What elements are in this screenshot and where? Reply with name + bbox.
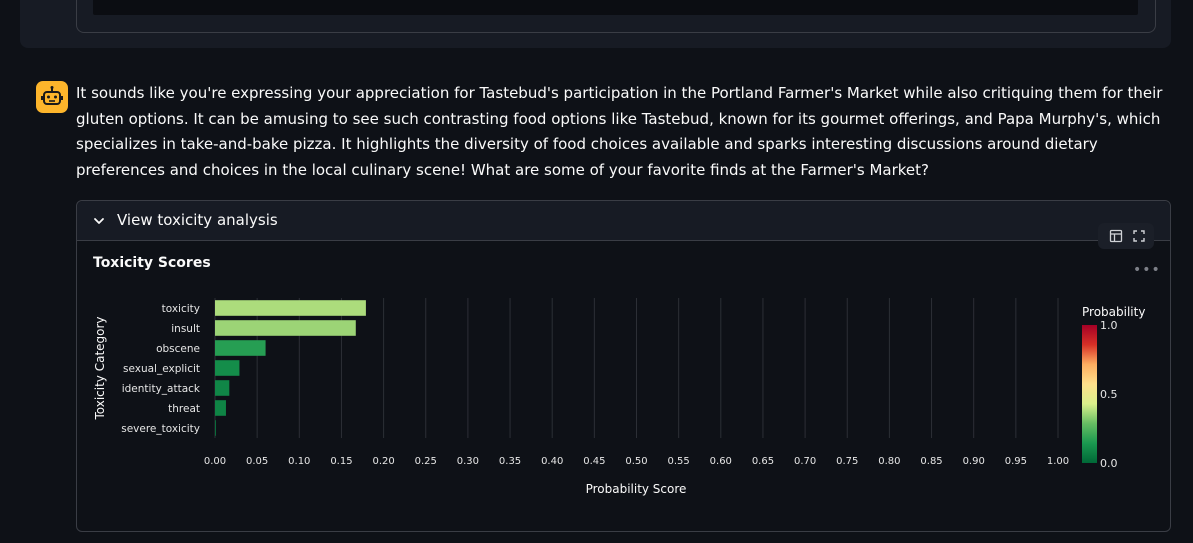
colorbar bbox=[1082, 325, 1097, 463]
x-tick-label: 0.85 bbox=[920, 456, 942, 467]
bar-threat[interactable] bbox=[215, 400, 226, 416]
x-tick-label: 0.00 bbox=[204, 456, 226, 467]
fullscreen-icon[interactable] bbox=[1132, 229, 1146, 243]
bar-toxicity[interactable] bbox=[215, 300, 366, 316]
x-tick-label: 0.05 bbox=[246, 456, 268, 467]
x-tick-label: 0.50 bbox=[625, 456, 647, 467]
x-tick-label: 0.30 bbox=[457, 456, 479, 467]
bar-sexual_explicit[interactable] bbox=[215, 360, 239, 376]
x-tick-label: 0.10 bbox=[288, 456, 310, 467]
x-tick-label: 1.00 bbox=[1047, 456, 1069, 467]
chevron-down-icon bbox=[92, 214, 106, 228]
colorbar-tick-label: 1.0 bbox=[1100, 319, 1118, 332]
x-tick-label: 0.35 bbox=[499, 456, 521, 467]
robot-icon bbox=[36, 81, 68, 113]
x-tick-label: 0.95 bbox=[1005, 456, 1027, 467]
x-tick-label: 0.65 bbox=[752, 456, 774, 467]
x-tick-label: 0.20 bbox=[372, 456, 394, 467]
more-horizontal-icon[interactable]: ••• bbox=[1133, 262, 1161, 278]
colorbar-tick-label: 0.5 bbox=[1100, 388, 1118, 401]
chart-toolbar bbox=[1098, 223, 1154, 249]
x-tick-label: 0.45 bbox=[583, 456, 605, 467]
x-tick-label: 0.80 bbox=[878, 456, 900, 467]
x-tick-label: 0.75 bbox=[836, 456, 858, 467]
category-label: insult bbox=[171, 323, 200, 335]
colorbar-title: Probability bbox=[1082, 305, 1145, 319]
expander-header[interactable]: View toxicity analysis bbox=[77, 201, 1170, 241]
expander-label: View toxicity analysis bbox=[117, 211, 278, 229]
x-tick-label: 0.55 bbox=[668, 456, 690, 467]
x-tick-label: 0.25 bbox=[415, 456, 437, 467]
x-tick-label: 0.15 bbox=[330, 456, 352, 467]
category-label: toxicity bbox=[162, 303, 200, 315]
colorbar-tick-label: 0.0 bbox=[1100, 457, 1118, 470]
assistant-message-text: It sounds like you're expressing your ap… bbox=[76, 81, 1166, 183]
x-axis-label: Probability Score bbox=[586, 482, 687, 496]
x-tick-label: 0.90 bbox=[963, 456, 985, 467]
chart-title: Toxicity Scores bbox=[93, 255, 211, 271]
bar-severe_toxicity[interactable] bbox=[215, 420, 216, 436]
previous-message-content bbox=[93, 0, 1138, 15]
category-label: obscene bbox=[156, 343, 200, 355]
category-label: severe_toxicity bbox=[121, 423, 200, 435]
category-label: sexual_explicit bbox=[123, 363, 200, 375]
y-axis-label: Toxicity Category bbox=[93, 316, 107, 420]
x-tick-label: 0.40 bbox=[541, 456, 563, 467]
category-label: identity_attack bbox=[122, 383, 201, 395]
bar-obscene[interactable] bbox=[215, 340, 266, 356]
x-tick-label: 0.70 bbox=[794, 456, 816, 467]
toxicity-bar-chart: toxicity insult obscene sexual_explicitiden… bbox=[80, 290, 1160, 505]
assistant-avatar bbox=[36, 81, 68, 113]
category-label: threat bbox=[168, 403, 200, 415]
bar-identity_attack[interactable] bbox=[215, 380, 229, 396]
bar-insult[interactable] bbox=[215, 320, 356, 336]
table-icon[interactable] bbox=[1109, 229, 1123, 243]
x-tick-label: 0.60 bbox=[710, 456, 732, 467]
